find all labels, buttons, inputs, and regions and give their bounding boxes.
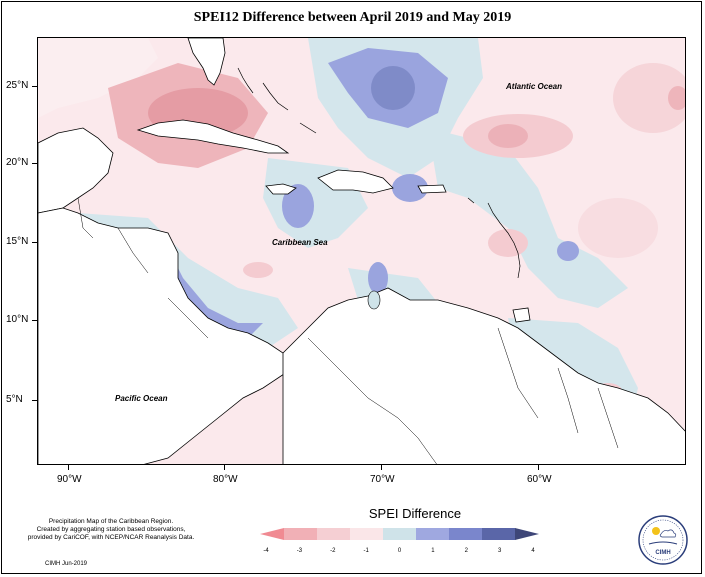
blue-core-puerto-rico [392, 174, 428, 202]
lon-label-80w: 80°W [213, 474, 238, 485]
credit-text: Precipitation Map of the Caribbean Regio… [20, 518, 202, 542]
lon-label-60w: 60°W [527, 474, 552, 485]
jamaica [265, 183, 297, 195]
credit-line-2: Created by aggregating station based obs… [36, 526, 186, 533]
south-america [282, 287, 685, 464]
lon-tick-60w [538, 465, 539, 470]
legend-swatch [383, 528, 417, 540]
hispaniola [317, 169, 394, 194]
legend-tick-label: -3 [297, 548, 303, 554]
lat-tick-20n [32, 163, 37, 164]
legend-tick-label: -1 [363, 548, 369, 554]
cimh-logo-icon: CIMH [638, 515, 688, 565]
legend-swatch [482, 528, 516, 540]
logo-inner-ring [642, 519, 684, 561]
red-zone-far-east [613, 63, 685, 133]
credit-line-1: Precipitation Map of the Caribbean Regio… [48, 518, 174, 525]
florida [187, 38, 226, 86]
legend-arrow-left [260, 528, 284, 540]
logo-cloud [659, 529, 677, 538]
map-svg [38, 38, 685, 464]
border-venezuela-guyana [497, 327, 539, 419]
bahamas-chain-1 [237, 67, 254, 94]
land-masses [38, 38, 685, 464]
legend-swatch [449, 528, 483, 540]
lat-tick-5n [32, 400, 37, 401]
credit-line-3: provided by CariCOF, with NCEP/NCAR Rean… [27, 534, 195, 541]
border-nicaragua [167, 297, 209, 339]
map-panel [37, 37, 686, 465]
pacific-ocean-label: Pacific Ocean [115, 394, 168, 403]
lat-label-25n: 25°N [6, 80, 29, 91]
lon-tick-90w [68, 465, 69, 470]
puerto-rico [417, 184, 447, 194]
lat-label-5n: 5°N [6, 394, 23, 405]
red-core-far-east [668, 86, 685, 110]
border-guyana-suriname [557, 367, 579, 434]
lat-label-15n: 15°N [6, 236, 29, 247]
light-blue-zone-antilles [428, 128, 628, 308]
lesser-antilles [487, 202, 521, 279]
turks-caicos [299, 122, 317, 134]
legend-swatch [350, 528, 384, 540]
legend-tick-label: 0 [398, 548, 402, 554]
small-islands [237, 67, 521, 279]
pink-zone-central-caribbean [243, 262, 273, 278]
legend-colorbar: -4 -3 -2 -1 0 1 2 3 4 [260, 528, 539, 554]
logo-text: CIMH [655, 550, 670, 556]
legend-tick-label: -4 [263, 548, 269, 554]
blue-core-maracaibo [368, 262, 388, 294]
map-title: SPEI12 Difference between April 2019 and… [193, 10, 512, 25]
virgin-islands [467, 197, 475, 204]
border-guatemala [77, 197, 94, 239]
atlantic-ocean-label: Atlantic Ocean [506, 82, 563, 91]
neutral-zone [38, 38, 158, 118]
logo-ring [638, 515, 688, 565]
lat-label-20n: 20°N [6, 157, 29, 168]
lon-tick-80w [224, 465, 225, 470]
legend-tick-label: 2 [465, 548, 469, 554]
logo-wave [648, 541, 678, 545]
border-honduras [117, 227, 149, 274]
blue-core-jamaica [282, 184, 314, 228]
legend-arrow-right [515, 528, 539, 540]
lat-tick-25n [32, 86, 37, 87]
trinidad [512, 307, 531, 323]
pink-zone-east-antilles [578, 198, 658, 258]
legend-tick-label: -2 [330, 548, 336, 554]
border-colombia-venezuela [307, 337, 437, 464]
legend-ticks: -4 -3 -2 -1 0 1 2 3 4 [263, 548, 535, 554]
pink-zone-east-caribbean [488, 229, 528, 257]
logo-sun [652, 527, 660, 535]
cimh-date: CIMH Jun-2019 [45, 561, 88, 567]
legend-title: SPEI Difference [368, 506, 462, 521]
lat-label-10n: 10°N [6, 314, 29, 325]
lat-tick-10n [32, 320, 37, 321]
lat-tick-15n [32, 242, 37, 243]
lake-maracaibo [367, 290, 381, 310]
cuba [136, 119, 290, 154]
country-borders [77, 197, 619, 464]
lon-label-70w: 70°W [370, 474, 395, 485]
legend-swatch [416, 528, 450, 540]
legend-swatch [284, 528, 318, 540]
legend-swatch [317, 528, 351, 540]
legend-bar [260, 528, 539, 540]
bahamas-chain-2 [262, 82, 289, 111]
border-suriname-guiana [597, 387, 619, 449]
blue-core-windward [557, 241, 579, 261]
legend-tick-label: 4 [531, 548, 535, 554]
legend-tick-label: 3 [498, 548, 502, 554]
red-core-atlantic-east [488, 124, 528, 148]
darker-blue-core-atlantic [371, 66, 415, 110]
lon-tick-70w [381, 465, 382, 470]
lon-label-90w: 90°W [57, 474, 82, 485]
caribbean-sea-label: Caribbean Sea [272, 238, 328, 247]
legend-tick-label: 1 [431, 548, 435, 554]
